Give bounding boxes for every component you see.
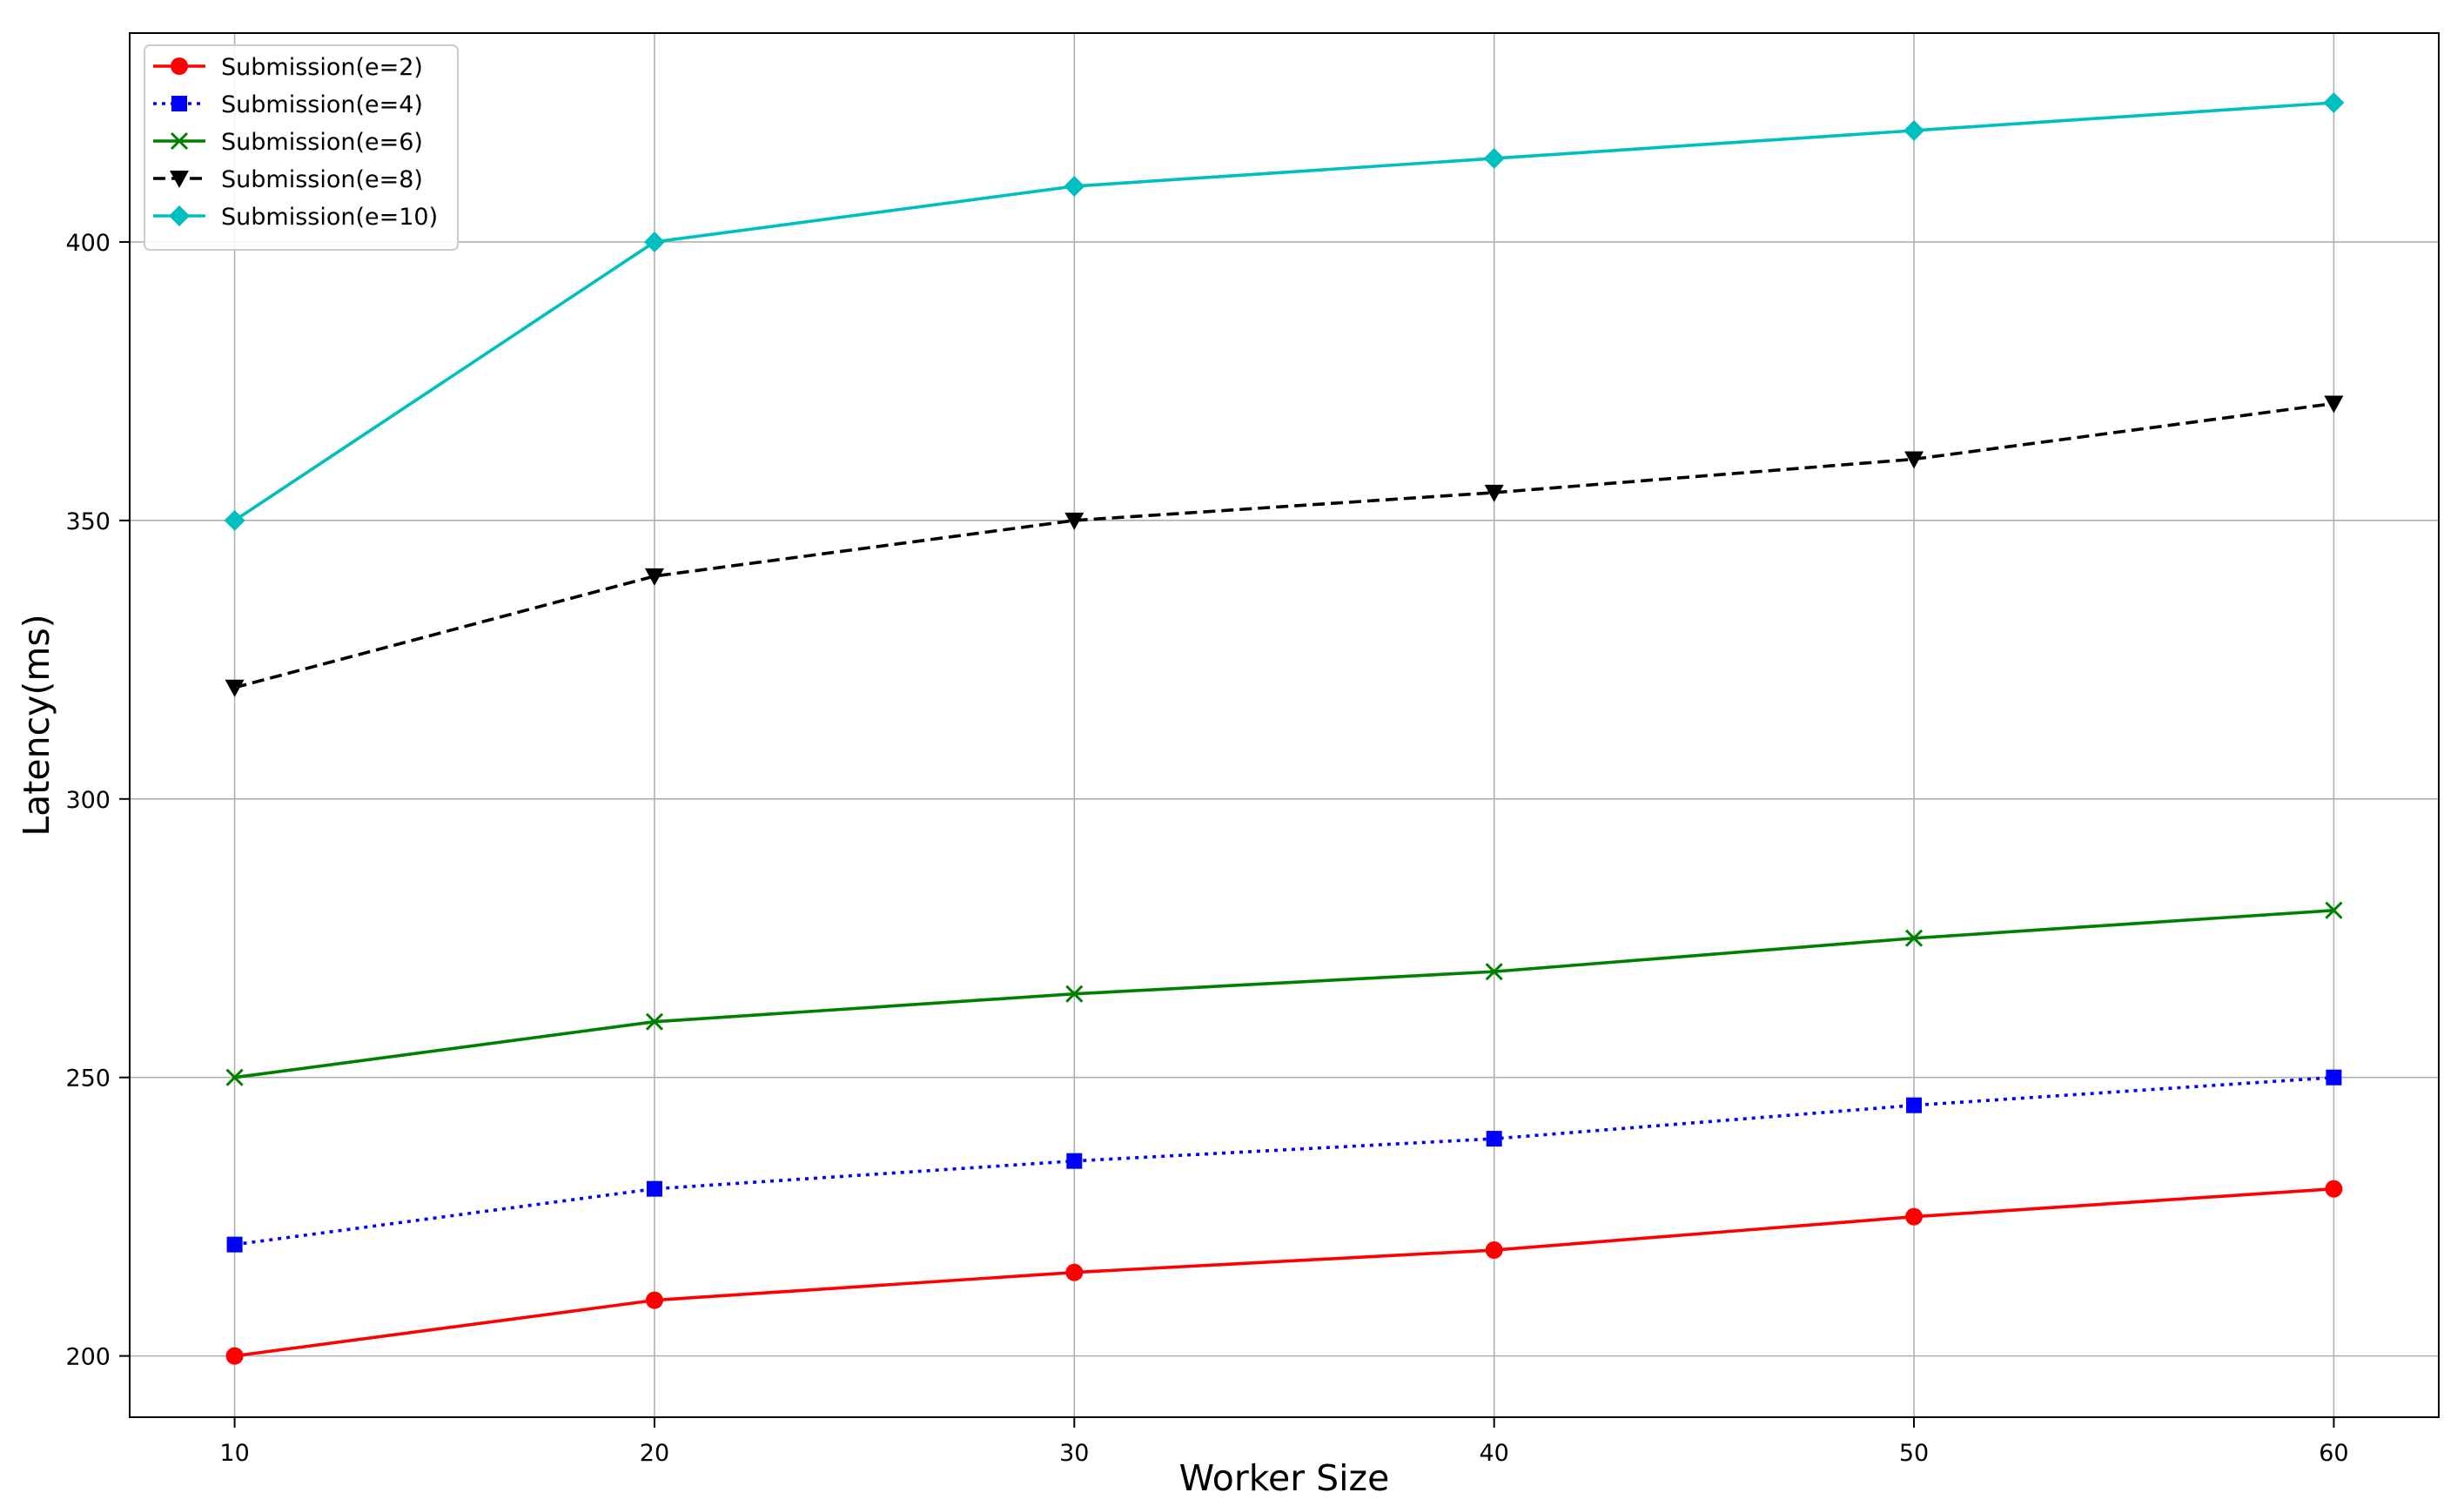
x-tick-label: 20: [640, 1440, 669, 1467]
data-point: [225, 1068, 244, 1086]
data-point: [1903, 119, 1925, 141]
legend-marker: [171, 96, 187, 111]
series-line: [234, 1187, 2334, 1358]
series-0: [225, 1180, 2343, 1365]
y-axis-title: Latency(ms): [16, 614, 57, 836]
data-point: [1066, 1153, 1083, 1169]
series-line: [233, 101, 2334, 522]
legend-entry: Submission(e=10): [153, 204, 438, 231]
y-tick-label: 250: [65, 1066, 111, 1093]
data-point: [646, 1180, 662, 1197]
data-point: [1904, 929, 1924, 947]
axis-ticks: 10 20 30 40 50 60 200 250 300 350 400: [65, 230, 2348, 1467]
data-point: [1065, 985, 1084, 1003]
series-line: [234, 401, 2334, 689]
legend-entry: Submission(e=6): [153, 129, 423, 156]
y-tick-label: 400: [65, 230, 111, 257]
data-point: [643, 231, 665, 252]
data-point: [1906, 1097, 1923, 1113]
data-point: [645, 1012, 664, 1031]
x-tick-label: 10: [219, 1440, 249, 1467]
legend-marker: [171, 57, 188, 75]
legend-marker: [170, 171, 189, 188]
data-point: [2325, 1180, 2343, 1198]
data-point: [226, 1236, 243, 1253]
legend-label: Submission(e=6): [221, 129, 423, 156]
series-3: [225, 395, 2344, 697]
y-tick-label: 300: [65, 787, 111, 814]
series-1: [226, 1069, 2342, 1253]
data-point: [2324, 395, 2344, 413]
data-point: [2325, 901, 2343, 919]
data-point: [1065, 1263, 1084, 1281]
data-point: [1905, 1207, 1924, 1226]
y-tick-label: 200: [65, 1344, 111, 1371]
series-line: [234, 1075, 2334, 1247]
x-tick-label: 50: [1899, 1440, 1929, 1467]
legend-entry: Submission(e=4): [153, 91, 423, 118]
grid-lines: [130, 33, 2439, 1417]
legend-label: Submission(e=8): [221, 166, 423, 193]
legend-label: Submission(e=4): [221, 91, 423, 118]
data-point: [1483, 147, 1505, 169]
data-point: [1486, 1131, 1502, 1147]
series-line: [234, 908, 2334, 1079]
series-layer: [224, 91, 2345, 1365]
plot-frame: [129, 32, 2440, 1418]
legend-box: [144, 44, 459, 251]
data-point: [1064, 512, 1084, 530]
data-point: [644, 568, 664, 586]
x-tick-label: 40: [1480, 1440, 1509, 1467]
legend-entry: Submission(e=8): [153, 166, 423, 193]
x-tick-label: 30: [1059, 1440, 1089, 1467]
legend-label: Submission(e=2): [221, 54, 423, 81]
legend-entry: Submission(e=2): [153, 54, 423, 81]
x-tick-label: 60: [2319, 1440, 2348, 1467]
data-point: [224, 509, 245, 531]
data-point: [225, 679, 245, 697]
legend: Submission(e=2) Submission(e=4) Submission…: [144, 44, 459, 251]
data-point: [2323, 91, 2345, 113]
legend-marker: [170, 131, 189, 151]
data-point: [645, 1291, 663, 1309]
data-point: [225, 1347, 244, 1365]
series-2: [225, 901, 2343, 1086]
x-axis-title: Worker Size: [1179, 1457, 1390, 1499]
legend-label: Submission(e=10): [221, 204, 438, 231]
data-point: [1064, 175, 1085, 197]
data-point: [1485, 1241, 1503, 1260]
data-point: [1485, 963, 1503, 981]
series-4: [224, 91, 2345, 531]
data-point: [1484, 484, 1504, 502]
data-point: [2326, 1069, 2342, 1086]
y-tick-label: 350: [65, 508, 111, 535]
data-point: [1904, 451, 1924, 469]
legend-marker: [169, 205, 190, 226]
